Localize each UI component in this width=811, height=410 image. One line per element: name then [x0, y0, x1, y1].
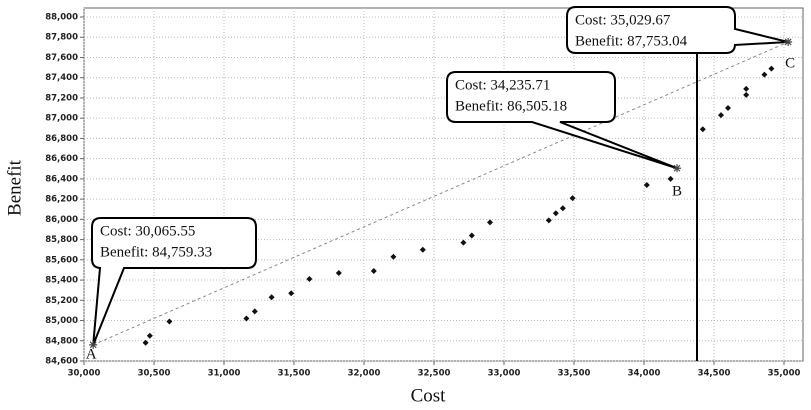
point	[268, 294, 275, 301]
y-tick-label: 86,200	[45, 195, 78, 205]
x-tick-label: 30,500	[138, 369, 171, 379]
point	[699, 126, 706, 133]
y-tick-label: 88,000	[45, 13, 78, 23]
x-tick-label: 32,000	[348, 369, 381, 379]
point	[251, 308, 258, 315]
y-tick-label: 85,200	[45, 296, 78, 306]
point	[390, 253, 397, 260]
point	[761, 71, 768, 78]
point	[460, 239, 467, 246]
callout-text: Cost: 35,029.67	[575, 12, 671, 28]
callout	[91, 217, 257, 346]
x-tick-label: 33,500	[558, 369, 591, 379]
point	[768, 65, 775, 72]
point	[370, 267, 377, 274]
point-label: B	[672, 184, 682, 200]
x-tick-label: 31,500	[278, 369, 311, 379]
y-tick-label: 87,400	[45, 73, 78, 83]
plot-area	[83, 7, 804, 362]
point	[306, 276, 313, 283]
point	[468, 232, 475, 239]
point	[559, 205, 566, 212]
x-tick-label: 31,000	[208, 369, 241, 379]
point	[552, 210, 559, 217]
point	[667, 175, 674, 182]
point	[545, 217, 552, 224]
point	[725, 105, 731, 112]
point	[569, 195, 576, 202]
x-tick-label: 33,000	[488, 369, 521, 379]
x-tick-label: 34,000	[628, 369, 661, 379]
y-tick-label: 85,600	[45, 255, 78, 265]
y-tick-label: 87,600	[45, 53, 78, 63]
x-tick-label: 32,500	[418, 369, 451, 379]
frontier-line	[92, 41, 789, 346]
annotated-point	[784, 37, 793, 46]
y-tick-label: 86,400	[45, 174, 78, 184]
y-tick-label: 87,000	[45, 114, 78, 124]
callout	[446, 71, 678, 170]
point	[335, 269, 342, 276]
point	[142, 339, 149, 346]
point	[243, 315, 250, 322]
x-axis-label: Cost	[411, 385, 447, 406]
point	[419, 246, 426, 253]
point	[288, 290, 295, 297]
callout-text: Benefit: 87,753.04	[575, 33, 688, 49]
callout-text: Benefit: 84,759.33	[100, 244, 212, 260]
y-tick-label: 85,000	[45, 316, 78, 326]
point	[743, 91, 750, 98]
y-tick-label: 86,600	[45, 154, 78, 164]
annotated-point	[672, 164, 681, 173]
x-tick-label: 35,000	[768, 369, 801, 379]
callout	[566, 6, 789, 54]
callout-text: Benefit: 86,505.18	[455, 98, 567, 114]
point	[487, 219, 493, 226]
x-tick-label: 34,500	[698, 369, 731, 379]
y-axis-label: Benefit	[4, 159, 25, 216]
point	[643, 181, 650, 188]
y-tick-label: 87,800	[45, 33, 78, 43]
annotated-point	[89, 340, 98, 349]
y-tick-label: 85,800	[45, 235, 78, 245]
point-label: C	[785, 55, 795, 71]
y-tick-label: 86,800	[45, 134, 78, 144]
point	[146, 332, 153, 339]
point-label: A	[86, 346, 97, 362]
y-tick-label: 85,400	[45, 276, 78, 286]
point	[743, 85, 750, 92]
point	[166, 318, 173, 325]
y-tick-label: 87,200	[45, 93, 78, 103]
callout-text: Cost: 30,065.55	[100, 223, 195, 239]
y-tick-label: 84,800	[45, 336, 78, 346]
y-tick-label: 84,600	[45, 357, 78, 367]
y-tick-label: 86,000	[45, 215, 78, 225]
x-tick-label: 30,000	[68, 369, 101, 379]
callout-text: Cost: 34,235.71	[455, 77, 550, 93]
point	[718, 112, 724, 119]
